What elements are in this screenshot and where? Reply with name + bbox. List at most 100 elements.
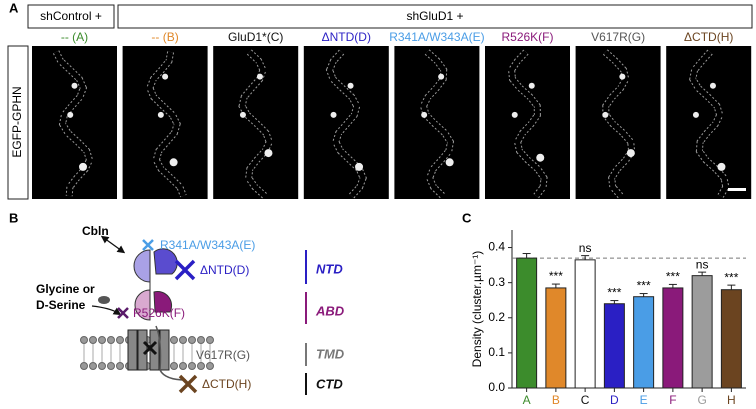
micrograph: [666, 46, 752, 199]
abd: [153, 291, 173, 313]
bar: [720, 289, 742, 389]
significance-label: ns: [696, 257, 709, 271]
mutation-label: R341A/W343A(E): [160, 238, 255, 252]
ntd: [153, 248, 178, 275]
x-tick-label: D: [610, 393, 619, 407]
mutation-label: R526K(F): [133, 306, 185, 320]
lipid: [188, 362, 196, 370]
arrow: [91, 305, 122, 316]
cluster: [67, 111, 74, 118]
condition-label: V617R(G): [591, 30, 645, 44]
ligand-label: Glycine or: [36, 282, 95, 296]
y-tick-label: 0.4: [488, 240, 505, 254]
cluster: [264, 149, 273, 158]
cluster: [626, 149, 635, 158]
cluster: [717, 162, 726, 171]
significance-label: ***: [549, 269, 563, 283]
condition-label: ΔCTD(H): [684, 30, 733, 44]
panel-letter: A: [9, 0, 19, 15]
cross: [174, 259, 196, 281]
group-box: [27, 4, 115, 29]
domain-label: TMD: [316, 346, 345, 361]
significance-label: ns: [579, 241, 592, 255]
mutation-label: ΔCTD(H): [202, 377, 251, 391]
y-axis-label: Density (cluster.µm⁻¹): [470, 251, 484, 368]
significance-label: ***: [666, 270, 680, 284]
condition-label: R526K(F): [501, 30, 553, 44]
dendrite-outline: [53, 50, 93, 197]
cross: [117, 307, 129, 319]
mutation-label: ΔNTD(D): [200, 263, 249, 277]
cluster: [79, 162, 87, 171]
cluster: [445, 158, 454, 167]
bar: [574, 259, 596, 389]
dendrite-outline: [326, 50, 366, 198]
cluster: [162, 73, 169, 80]
lipid: [179, 362, 187, 370]
abd: [134, 289, 151, 321]
x-tick-label: B: [552, 393, 560, 407]
domain-label: NTD: [316, 261, 343, 276]
ctd: [155, 325, 187, 381]
lipid: [98, 362, 106, 370]
scale-bar: [728, 188, 746, 191]
lipid: [197, 336, 205, 344]
condition-label: GluD1*(C): [228, 30, 283, 44]
cluster: [528, 82, 535, 89]
cross: [178, 374, 198, 394]
tm-helix: [137, 329, 148, 371]
bar: [516, 257, 538, 389]
x-tick-label: C: [581, 393, 590, 407]
lipid: [179, 336, 187, 344]
x-tick-label: E: [640, 393, 648, 407]
group-label: shGluD1 +: [406, 9, 463, 23]
lipid: [206, 362, 214, 370]
group-box: [117, 4, 753, 29]
ligand-label: D-Serine: [36, 298, 86, 312]
lipid: [206, 336, 214, 344]
cross: [142, 239, 154, 251]
x-tick-label: G: [697, 393, 706, 407]
condition-label: -- (A): [61, 30, 88, 44]
bar: [691, 275, 713, 389]
cluster: [169, 158, 178, 167]
mutation-label: V617R(G): [196, 348, 250, 362]
ligand: [98, 296, 110, 304]
arrow: [100, 235, 126, 254]
x-tick-label: H: [727, 393, 736, 407]
cluster: [619, 73, 626, 80]
cluster: [355, 162, 364, 171]
dendrite-outline: [147, 51, 186, 197]
cluster: [511, 111, 518, 118]
cross: [142, 340, 158, 356]
bar: [662, 287, 684, 389]
lipid: [197, 362, 205, 370]
domain-label: ABD: [315, 303, 345, 318]
tm-helix: [127, 329, 138, 371]
dendrite-outline: [509, 50, 547, 198]
cluster: [330, 111, 337, 118]
micrograph: [485, 46, 570, 199]
domain-label: CTD: [316, 376, 343, 391]
y-tick-label: 0.1: [488, 345, 505, 359]
cluster: [157, 111, 164, 118]
y-tick-label: 0.0: [488, 380, 505, 394]
cluster: [438, 73, 445, 80]
x-tick-label: A: [523, 393, 531, 407]
y-label: EGFP-GPHN: [10, 86, 24, 157]
group-label: shControl +: [40, 9, 102, 23]
lipid: [89, 336, 97, 344]
lipid: [107, 336, 115, 344]
lipid: [107, 362, 115, 370]
cluster: [692, 111, 699, 118]
cluster: [256, 73, 263, 80]
y-tick-label: 0.2: [488, 310, 505, 324]
bar: [603, 303, 625, 389]
bar: [545, 287, 567, 389]
label-box: [7, 45, 29, 200]
panel-letter: B: [9, 210, 18, 225]
lipid: [116, 362, 124, 370]
ntd: [133, 249, 151, 283]
cluster: [536, 153, 545, 162]
